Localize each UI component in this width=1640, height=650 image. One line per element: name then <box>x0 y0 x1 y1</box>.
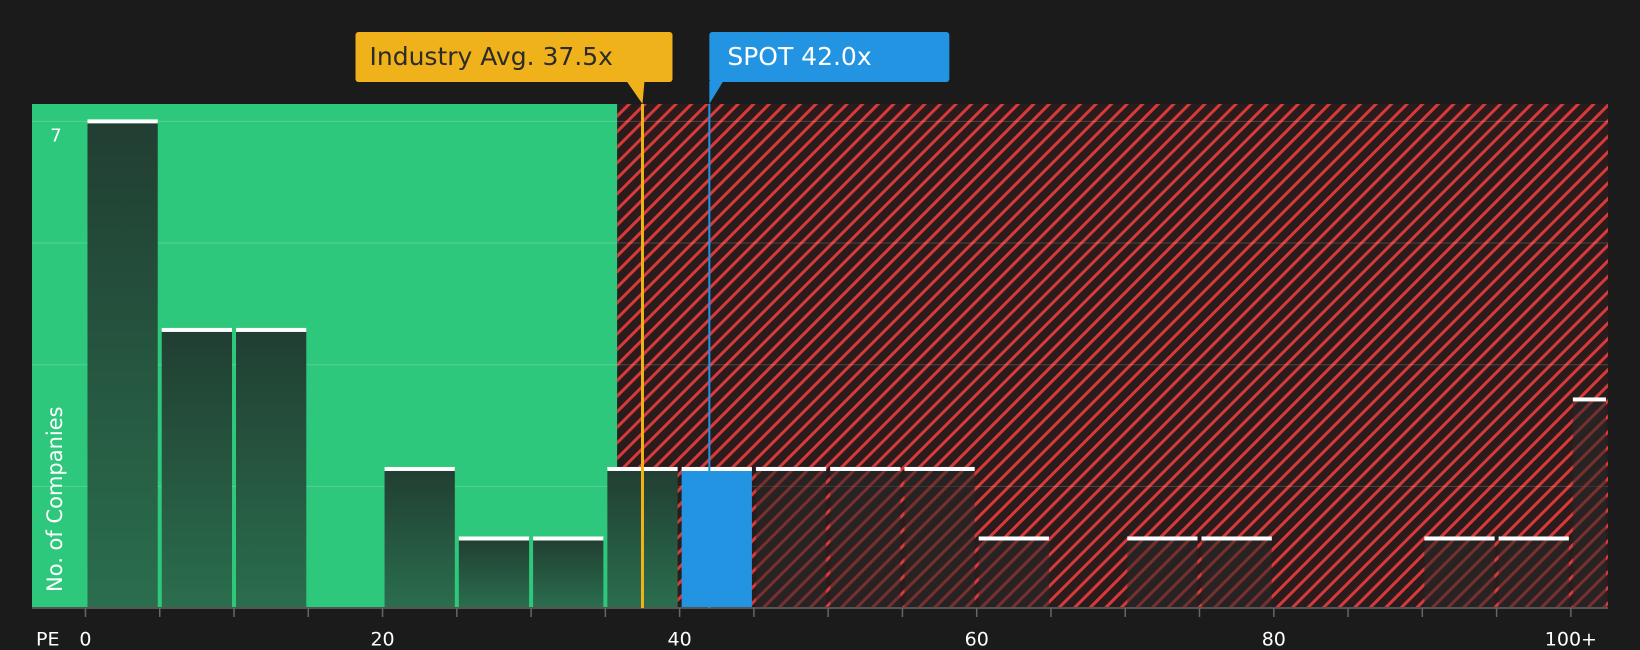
bar <box>458 538 530 608</box>
bar-top <box>681 466 752 471</box>
bar <box>1498 538 1569 608</box>
bar <box>384 468 455 608</box>
bar <box>904 468 975 608</box>
bar-top <box>1498 536 1569 541</box>
bar <box>161 329 233 608</box>
x-tick-label: 80 <box>1262 629 1286 650</box>
callout-pointer <box>709 81 724 104</box>
bar <box>236 329 307 608</box>
bar-top <box>1572 397 1606 402</box>
bar-top <box>755 466 827 471</box>
overlay-layer: 7 0 20 40 60 80 100+ PE No. of Companies Industry… <box>32 32 1608 650</box>
y-axis-label: No. of Companies <box>43 406 67 592</box>
bar <box>830 468 901 608</box>
bar <box>755 468 827 608</box>
bar-top <box>1424 536 1495 541</box>
callout-pointer <box>626 81 645 104</box>
y-tick-label: 7 <box>50 125 61 146</box>
bar <box>1424 538 1495 608</box>
x-tick-label: 60 <box>965 629 989 650</box>
bar <box>533 538 604 608</box>
callout-box <box>355 32 673 82</box>
bar <box>1127 538 1198 608</box>
bar <box>87 121 158 609</box>
bar-top <box>161 327 233 332</box>
callout-box <box>709 32 950 82</box>
bar <box>978 538 1049 608</box>
bars-layer <box>87 119 1606 609</box>
x-tick-label: 40 <box>668 629 692 650</box>
bar-top <box>978 536 1049 541</box>
bar <box>1201 538 1272 608</box>
bar-top <box>384 466 455 471</box>
x-tick-label: 20 <box>370 629 394 650</box>
callout-label: SPOT 42.0x <box>727 42 871 71</box>
callout-label: Industry Avg. 37.5x <box>369 42 612 71</box>
bar-top <box>904 466 975 471</box>
bar-top <box>236 327 307 332</box>
x-axis-label: PE <box>36 629 59 650</box>
bar <box>1572 399 1606 608</box>
x-tick-label: 0 <box>79 629 91 650</box>
x-tick-label: 100+ <box>1545 629 1597 650</box>
bar-top <box>1201 536 1272 541</box>
bar-top <box>1127 536 1198 541</box>
bar-top <box>87 119 158 124</box>
bar-top <box>533 536 604 541</box>
bar-top <box>458 536 530 541</box>
bar <box>681 468 752 608</box>
bar-top <box>830 466 901 471</box>
